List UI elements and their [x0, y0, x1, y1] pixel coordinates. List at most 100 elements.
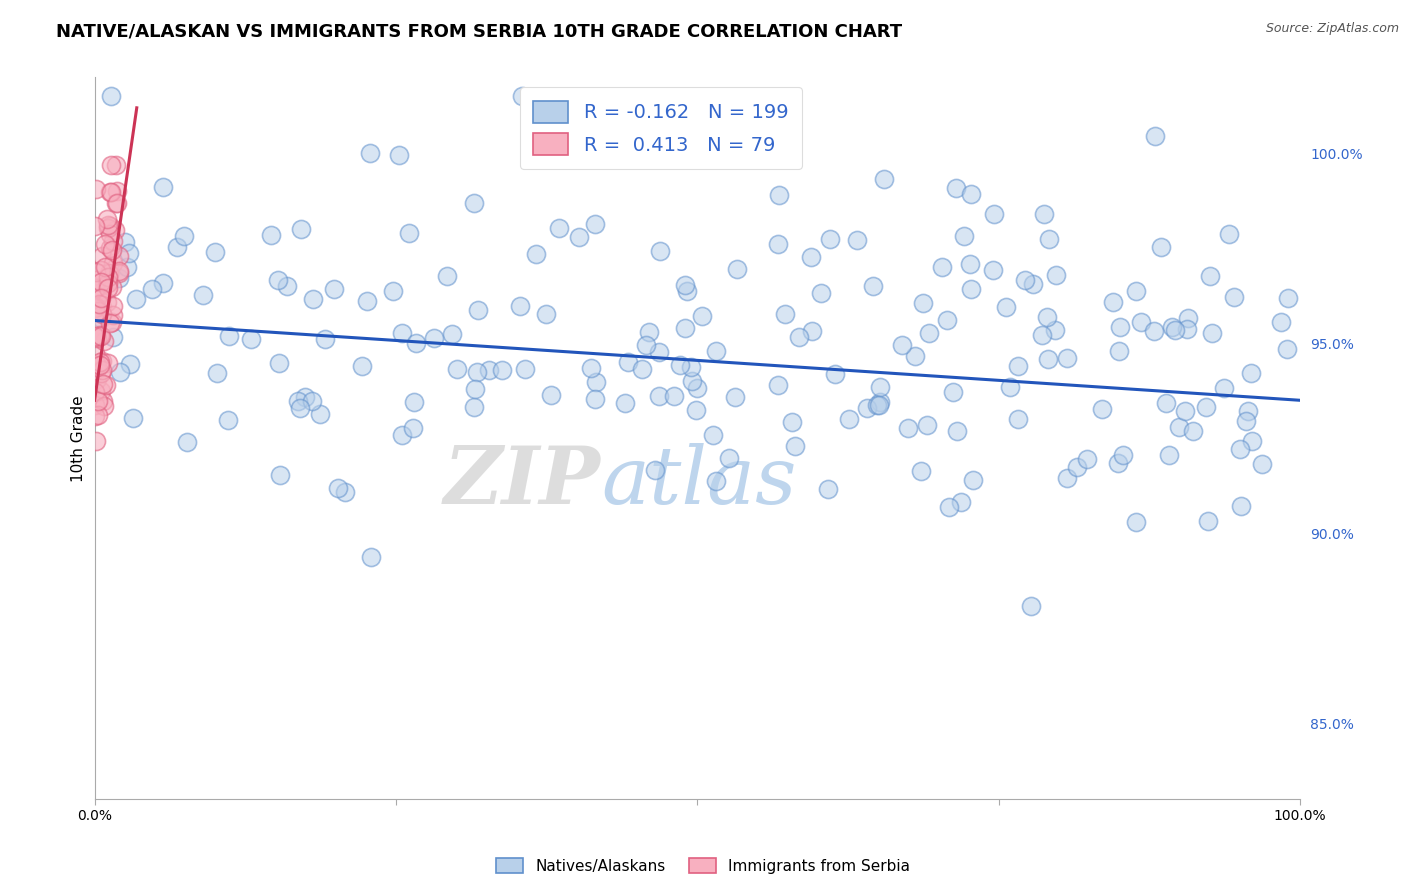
Point	[1240, 366, 1263, 380]
Point	[267, 273, 290, 287]
Point	[1250, 457, 1272, 471]
Point	[91, 354, 114, 368]
Point	[98, 241, 121, 255]
Point	[838, 412, 860, 426]
Point	[818, 232, 841, 246]
Point	[513, 361, 536, 376]
Point	[862, 279, 884, 293]
Point	[783, 439, 806, 453]
Point	[1090, 401, 1112, 416]
Point	[1108, 343, 1130, 358]
Point	[910, 464, 932, 478]
Point	[669, 358, 692, 372]
Point	[100, 185, 122, 199]
Text: NATIVE/ALASKAN VS IMMIGRANTS FROM SERBIA 10TH GRADE CORRELATION CHART: NATIVE/ALASKAN VS IMMIGRANTS FROM SERBIA…	[56, 22, 903, 40]
Point	[981, 262, 1004, 277]
Point	[1150, 240, 1173, 254]
Point	[100, 219, 122, 233]
Point	[960, 186, 983, 201]
Point	[685, 403, 707, 417]
Point	[90, 328, 112, 343]
Point	[918, 326, 941, 340]
Point	[998, 380, 1021, 394]
Point	[398, 226, 420, 240]
Point	[868, 398, 890, 412]
Point	[204, 244, 226, 259]
Point	[118, 245, 141, 260]
Point	[97, 274, 120, 288]
Point	[960, 282, 983, 296]
Point	[773, 306, 796, 320]
Point	[1007, 359, 1029, 374]
Point	[1161, 320, 1184, 334]
Point	[540, 388, 562, 402]
Point	[84, 384, 107, 399]
Point	[107, 266, 129, 280]
Point	[105, 184, 128, 198]
Point	[1022, 277, 1045, 291]
Point	[817, 482, 839, 496]
Point	[381, 284, 404, 298]
Point	[873, 171, 896, 186]
Point	[90, 307, 112, 321]
Point	[86, 331, 108, 345]
Point	[436, 268, 458, 283]
Point	[953, 229, 976, 244]
Point	[103, 256, 125, 270]
Point	[1195, 400, 1218, 414]
Point	[962, 473, 984, 487]
Point	[86, 358, 108, 372]
Point	[402, 395, 425, 409]
Point	[93, 236, 115, 251]
Point	[97, 221, 120, 235]
Point	[766, 237, 789, 252]
Point	[176, 434, 198, 449]
Point	[83, 313, 105, 327]
Point	[105, 196, 128, 211]
Point	[83, 219, 105, 233]
Point	[97, 218, 120, 232]
Point	[101, 299, 124, 313]
Point	[84, 434, 107, 449]
Point	[239, 332, 262, 346]
Point	[1007, 412, 1029, 426]
Point	[704, 474, 727, 488]
Point	[391, 427, 413, 442]
Point	[938, 500, 960, 514]
Point	[1112, 448, 1135, 462]
Point	[90, 384, 112, 399]
Y-axis label: 10th Grade: 10th Grade	[72, 395, 86, 482]
Point	[983, 207, 1005, 221]
Point	[465, 365, 488, 379]
Point	[97, 280, 120, 294]
Point	[84, 281, 107, 295]
Point	[103, 234, 125, 248]
Point	[1033, 207, 1056, 221]
Point	[141, 282, 163, 296]
Point	[949, 495, 972, 509]
Point	[725, 262, 748, 277]
Point	[350, 359, 373, 374]
Point	[1130, 315, 1153, 329]
Point	[1035, 310, 1057, 324]
Point	[662, 389, 685, 403]
Point	[634, 338, 657, 352]
Point	[1177, 311, 1199, 326]
Point	[1275, 342, 1298, 356]
Point	[915, 417, 938, 432]
Point	[87, 285, 110, 300]
Point	[440, 326, 463, 341]
Point	[509, 299, 531, 313]
Point	[846, 233, 869, 247]
Point	[118, 358, 141, 372]
Point	[856, 401, 879, 415]
Point	[690, 309, 713, 323]
Point	[314, 332, 336, 346]
Point	[86, 372, 108, 386]
Point	[717, 450, 740, 465]
Point	[1038, 352, 1060, 367]
Point	[704, 343, 727, 358]
Point	[115, 260, 138, 274]
Point	[1157, 448, 1180, 462]
Point	[673, 320, 696, 334]
